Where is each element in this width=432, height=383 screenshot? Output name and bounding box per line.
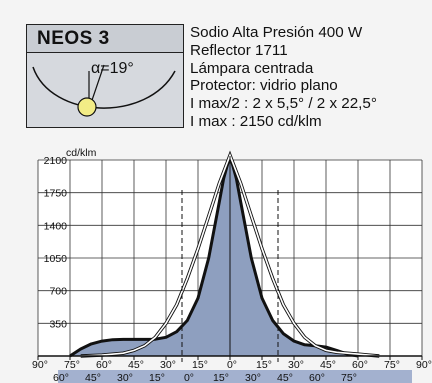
spec-half-intensity: I max/2 : 2 x 5,5° / 2 x 22,5° <box>190 95 377 113</box>
x-tick-label-top-9: 45° <box>320 359 336 371</box>
x-tick-label-top-12: 90° <box>416 359 432 371</box>
x-tick-label-top-7: 15° <box>256 359 272 371</box>
x-tick-label-top-11: 75° <box>384 359 400 371</box>
reflector-curve <box>32 66 176 109</box>
lamp-diagram <box>32 64 176 117</box>
y-tick-label-0: 350 <box>49 318 67 330</box>
spec-max-intensity: I max : 2150 cd/klm <box>190 112 322 130</box>
x-tick-label-top-5: 15° <box>192 359 208 371</box>
spec-reflector: Reflector 1711 <box>190 41 288 59</box>
x-tick-label-bottom-2: 30° <box>117 372 133 383</box>
x-tick-label-bottom-1: 45° <box>85 372 101 383</box>
y-tick-label-3: 1400 <box>44 220 68 232</box>
x-tick-label-top-2: 60° <box>96 359 112 371</box>
x-tick-label-bottom-9: 75° <box>341 372 357 383</box>
alpha-label: α=19° <box>91 60 134 77</box>
x-tick-labels-bottom: 60° 45° 30° 15° 0° 15° 30° 45° 60° 75° <box>53 372 357 383</box>
x-tick-label-bottom-3: 15° <box>149 372 165 383</box>
x-tick-label-top-0: 90° <box>32 359 48 371</box>
y-tick-label-1: 700 <box>49 286 67 298</box>
x-tick-label-bottom-8: 60° <box>309 372 325 383</box>
series-0-fill <box>70 155 358 356</box>
chart-axes <box>37 156 423 360</box>
spec-lamp-position: Lámpara centrada <box>190 59 314 77</box>
x-tick-label-bottom-0: 60° <box>53 372 69 383</box>
model-title: NEOS 3 <box>27 25 183 53</box>
x-tick-label-top-6: 0° <box>227 359 237 371</box>
x-tick-label-bottom-5: 15° <box>213 372 229 383</box>
y-tick-labels: 350 700 1050 1400 1750 2100 <box>44 155 68 330</box>
model-box: NEOS 3 α=19° <box>26 24 184 128</box>
x-tick-label-top-3: 45° <box>128 359 144 371</box>
y-tick-label-4: 1750 <box>44 188 68 200</box>
y-tick-label-2: 1050 <box>44 253 68 265</box>
x-tick-label-top-4: 30° <box>160 359 176 371</box>
y-tick-label-5: 2100 <box>44 155 68 167</box>
x-tick-label-top-1: 75° <box>64 359 80 371</box>
spec-lamp-type: Sodio Alta Presión 400 W <box>190 24 363 41</box>
x-tick-label-bottom-7: 45° <box>277 372 293 383</box>
y-axis-label: cd/klm <box>66 147 97 159</box>
spec-block: Sodio Alta Presión 400 W Reflector 1711 … <box>190 24 377 131</box>
x-tick-labels-top: 90° 75° 60° 45° 30° 15° 0° 15° 30° 45° 60° 75° 90° <box>32 359 432 371</box>
series-0-line <box>69 153 359 358</box>
x-tick-label-top-10: 60° <box>352 359 368 371</box>
x-tick-label-bottom-4: 0° <box>184 372 194 383</box>
x-tick-label-top-8: 30° <box>288 359 304 371</box>
lamp-bulb-icon <box>77 97 97 117</box>
x-tick-label-bottom-6: 30° <box>245 372 261 383</box>
spec-protector: Protector: vidrio plano <box>190 77 338 95</box>
series-1-line <box>80 153 380 357</box>
bottom-angle-band <box>58 370 412 383</box>
dashed-reference-lines <box>181 190 279 362</box>
